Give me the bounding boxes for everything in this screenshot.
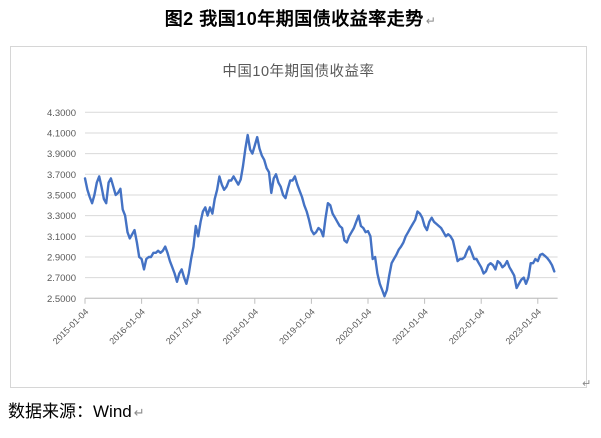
y-axis-tick-label: 3.7000	[47, 170, 76, 181]
y-axis-tick-label: 2.7000	[47, 273, 76, 284]
x-axis-tick-label: 2016-01-04	[107, 307, 147, 347]
y-axis-tick-label: 2.5000	[47, 294, 76, 305]
y-axis-tick-label: 3.1000	[47, 232, 76, 243]
y-axis-tick-label: 3.3000	[47, 211, 76, 222]
paragraph-mark-icon: ↵	[425, 14, 437, 28]
yield-line	[83, 133, 556, 298]
x-axis-tick-label: 2018-01-04	[221, 307, 261, 347]
data-source-text: 数据来源：Wind	[8, 402, 132, 421]
figure-caption: 图2 我国10年期国债收益率走势 ↵	[0, 5, 601, 31]
y-axis-tick-label: 4.1000	[47, 129, 76, 140]
chart-frame[interactable]: 4.3000 4.1000 3.9000 3.7000 3.5000 3.3000 3.10…	[10, 46, 587, 388]
x-axis-tick-label: 2023-01-04	[504, 307, 544, 347]
paragraph-mark-icon: ↵	[133, 405, 145, 420]
figure-caption-text: 图2 我国10年期国债收益率走势	[164, 9, 424, 29]
y-axis-tick-label: 3.9000	[47, 149, 76, 160]
y-axis-tick-label: 2.9000	[47, 253, 76, 264]
x-axis-tick-label: 2015-01-04	[51, 307, 91, 347]
line-chart-canvas: 4.3000 4.1000 3.9000 3.7000 3.5000 3.3000 3.10…	[47, 108, 558, 347]
x-axis-tick-label: 2017-01-04	[164, 307, 204, 347]
y-axis-tick-label: 4.3000	[47, 108, 76, 119]
data-source-caption: 数据来源：Wind ↵	[8, 397, 145, 422]
x-axis-tick-label: 2020-01-04	[334, 307, 374, 347]
y-axis-tick-label: 3.5000	[47, 191, 76, 202]
x-axis-tick-label: 2019-01-04	[277, 307, 317, 347]
paragraph-mark-icon: ↵	[582, 378, 592, 390]
x-axis-tick-label: 2022-01-04	[447, 307, 487, 347]
x-axis-tick-label: 2021-01-04	[390, 307, 430, 347]
chart-title: 中国10年期国债收益率	[222, 64, 375, 80]
